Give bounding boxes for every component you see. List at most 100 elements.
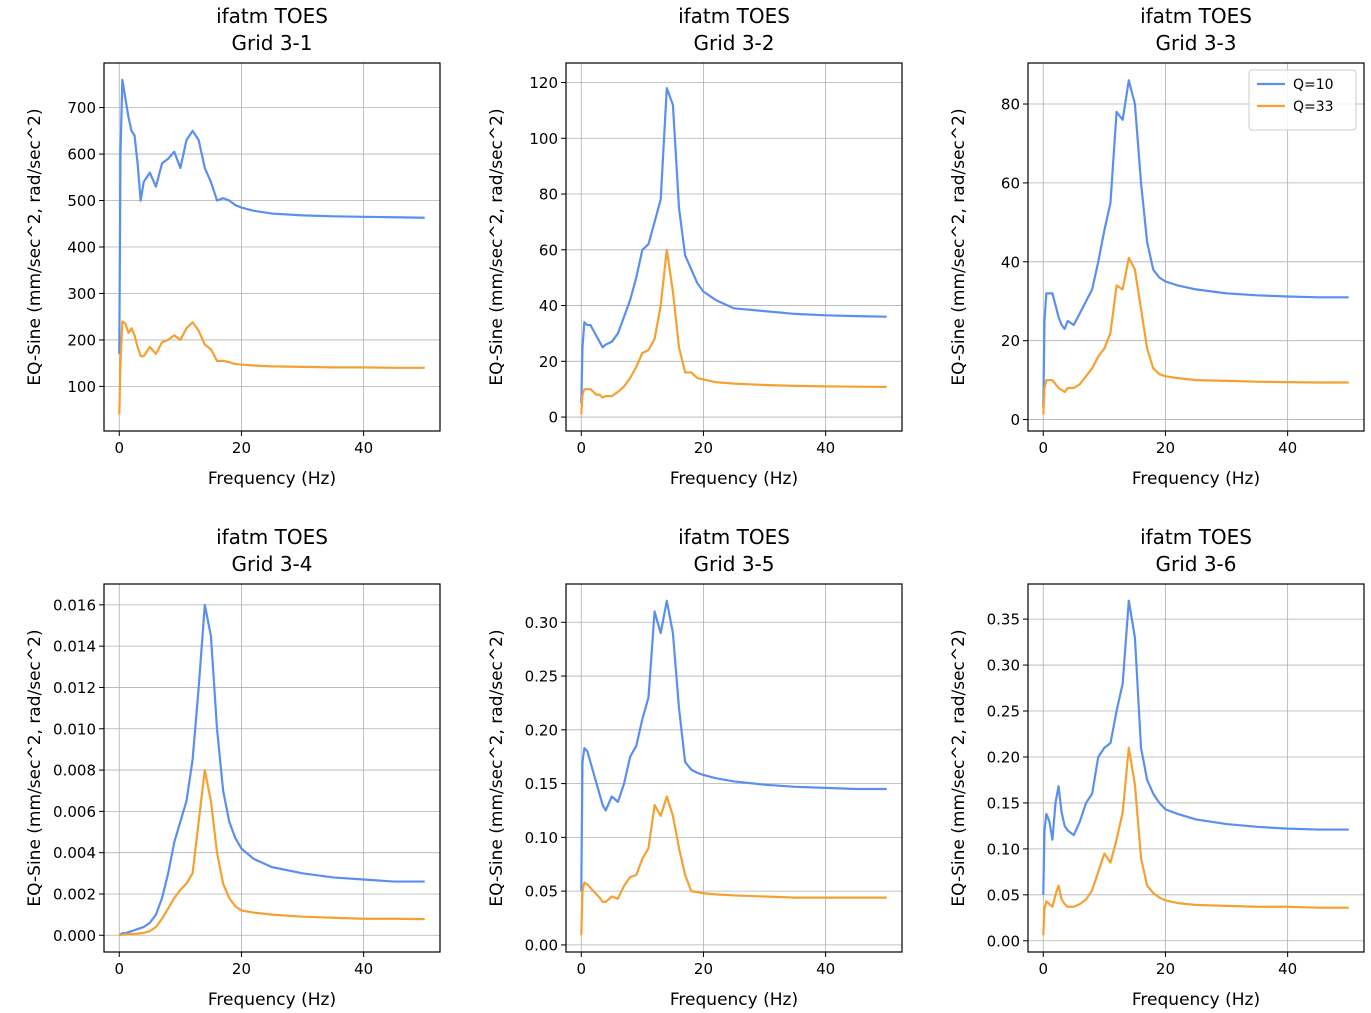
y-tick-label: 0.010 xyxy=(53,720,96,738)
x-tick-label: 20 xyxy=(1156,960,1175,978)
x-axis-label: Frequency (Hz) xyxy=(1132,990,1260,1010)
title-line: ifatm TOES xyxy=(678,525,790,549)
subplot: 0 20 40 0 20 40 60 80 ifatm TOES Grid 3-3 Frequenc… xyxy=(949,4,1365,489)
chart-title: ifatm TOES Grid 3-6 xyxy=(1140,525,1252,576)
plot-frame xyxy=(1027,62,1365,432)
subplot: 0 20 40 0.00 0.05 0.10 0.15 0.20 0.25 0.30 0.35 ifa… xyxy=(949,525,1365,1010)
x-tick-label: 20 xyxy=(232,439,251,457)
title-line: Grid 3-1 xyxy=(232,31,313,55)
x-tick-label: 20 xyxy=(1156,439,1175,457)
plot-frame xyxy=(103,583,441,953)
plot-frame xyxy=(565,62,903,432)
series-line xyxy=(580,86,887,404)
y-tick-label: 60 xyxy=(539,241,558,259)
y-tick-label: 500 xyxy=(67,192,96,210)
y-tick-label: 0.000 xyxy=(53,927,96,945)
y-axis-label: EQ-Sine (mm/sec^2, rad/sec^2) xyxy=(949,108,969,385)
y-tick-label: 0.20 xyxy=(525,721,558,739)
series-line xyxy=(1042,746,1349,936)
y-tick-label: 80 xyxy=(539,186,558,204)
x-axis-label: Frequency (Hz) xyxy=(208,469,336,489)
y-tick-label: 0.012 xyxy=(53,679,96,697)
y-axis-label: EQ-Sine (mm/sec^2, rad/sec^2) xyxy=(25,108,45,385)
x-tick-label: 40 xyxy=(816,439,835,457)
chart-title: ifatm TOES Grid 3-4 xyxy=(216,525,328,576)
x-axis-label: Frequency (Hz) xyxy=(208,990,336,1010)
y-tick-label: 80 xyxy=(1001,96,1020,114)
y-tick-label: 0.10 xyxy=(525,829,558,847)
series-line xyxy=(118,320,425,415)
title-line: ifatm TOES xyxy=(1140,4,1252,28)
y-tick-label: 0.30 xyxy=(987,657,1020,675)
x-tick-label: 0 xyxy=(114,960,124,978)
title-line: Grid 3-3 xyxy=(1156,31,1237,55)
y-tick-label: 100 xyxy=(529,130,558,148)
y-tick-label: 0.002 xyxy=(53,885,96,903)
title-line: Grid 3-2 xyxy=(694,31,775,55)
title-line: ifatm TOES xyxy=(1140,525,1252,549)
y-tick-label: 20 xyxy=(539,353,558,371)
chart-title: ifatm TOES Grid 3-5 xyxy=(678,525,790,576)
title-line: ifatm TOES xyxy=(216,525,328,549)
subplot: 0 20 40 0.00 0.05 0.10 0.15 0.20 0.25 0.30 ifatm T… xyxy=(487,525,903,1010)
legend-label: Q=33 xyxy=(1293,99,1334,115)
x-tick-label: 40 xyxy=(354,439,373,457)
x-axis-label: Frequency (Hz) xyxy=(1132,469,1260,489)
y-tick-label: 100 xyxy=(67,378,96,396)
x-tick-label: 0 xyxy=(576,960,586,978)
series-line xyxy=(1042,599,1349,895)
y-axis-label: EQ-Sine (mm/sec^2, rad/sec^2) xyxy=(487,108,507,385)
x-tick-label: 0 xyxy=(1038,960,1048,978)
subplot: 0 20 40 0 20 40 60 80 100 120 ifatm TOES Grid 3-2 Fr… xyxy=(487,4,903,489)
y-tick-label: 0.014 xyxy=(53,638,96,656)
y-tick-label: 300 xyxy=(67,285,96,303)
y-tick-label: 0.004 xyxy=(53,844,96,862)
x-axis-label: Frequency (Hz) xyxy=(670,469,798,489)
series-line xyxy=(118,603,425,937)
y-tick-label: 0.15 xyxy=(987,794,1020,812)
title-line: ifatm TOES xyxy=(216,4,328,28)
y-tick-label: 60 xyxy=(1001,174,1020,192)
x-axis-label: Frequency (Hz) xyxy=(670,990,798,1010)
chart-title: ifatm TOES Grid 3-3 xyxy=(1140,4,1252,55)
x-tick-label: 20 xyxy=(232,960,251,978)
x-tick-label: 20 xyxy=(694,960,713,978)
y-tick-label: 20 xyxy=(1001,332,1020,350)
chart-title: ifatm TOES Grid 3-2 xyxy=(678,4,790,55)
x-tick-label: 0 xyxy=(114,439,124,457)
y-tick-label: 0.20 xyxy=(987,748,1020,766)
y-tick-label: 0.35 xyxy=(987,611,1020,629)
title-line: Grid 3-4 xyxy=(232,552,313,576)
series-line xyxy=(1042,79,1349,408)
y-tick-label: 0.10 xyxy=(987,840,1020,858)
series-line xyxy=(118,78,425,354)
y-tick-label: 0 xyxy=(1010,411,1020,429)
title-line: Grid 3-5 xyxy=(694,552,775,576)
x-tick-label: 0 xyxy=(1038,439,1048,457)
plot-frame xyxy=(1027,583,1365,953)
title-line: ifatm TOES xyxy=(678,4,790,28)
y-tick-label: 400 xyxy=(67,239,96,257)
plot-frame xyxy=(103,62,441,432)
y-tick-label: 0 xyxy=(548,409,558,427)
legend: Q=10 Q=33 xyxy=(1248,69,1357,131)
x-tick-label: 40 xyxy=(354,960,373,978)
y-axis-label: EQ-Sine (mm/sec^2, rad/sec^2) xyxy=(25,629,45,906)
subplot: 0 20 40 0.000 0.002 0.004 0.006 0.008 0.010 0.012… xyxy=(25,525,441,1010)
series-line xyxy=(580,599,887,892)
subplot: 0 20 40 100 200 300 400 500 600 700 ifatm TOES Grid… xyxy=(25,4,441,489)
x-tick-label: 40 xyxy=(1278,439,1297,457)
series-line xyxy=(580,248,887,415)
y-tick-label: 0.016 xyxy=(53,596,96,614)
y-tick-label: 40 xyxy=(1001,253,1020,271)
series-line xyxy=(580,795,887,936)
y-tick-label: 0.05 xyxy=(525,883,558,901)
y-tick-label: 120 xyxy=(529,74,558,92)
y-tick-label: 0.05 xyxy=(987,886,1020,904)
y-tick-label: 0.25 xyxy=(987,703,1020,721)
legend-label: Q=10 xyxy=(1293,77,1334,93)
x-tick-label: 40 xyxy=(1278,960,1297,978)
y-tick-label: 40 xyxy=(539,297,558,315)
y-tick-label: 200 xyxy=(67,331,96,349)
